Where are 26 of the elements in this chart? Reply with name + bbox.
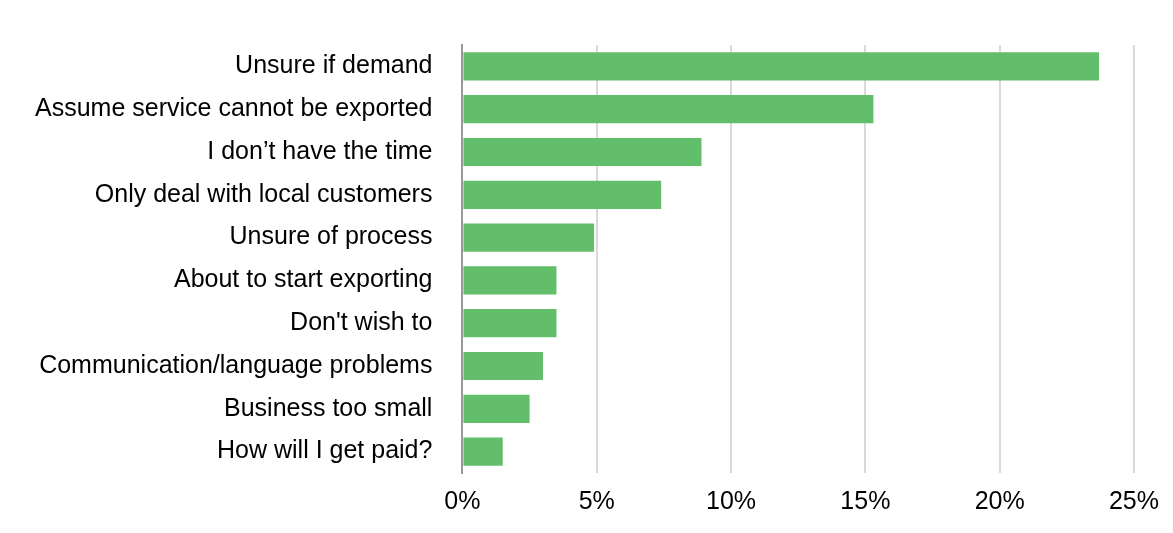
bar [463, 309, 557, 338]
x-tick-label: 0% [444, 485, 481, 514]
y-tick-label: Business too small [224, 392, 433, 421]
y-tick-label: Don't wish to [290, 307, 433, 336]
bar [463, 351, 544, 381]
x-tick-label: 15% [840, 485, 891, 514]
y-tick-label: Unsure of process [229, 221, 433, 250]
bar [463, 266, 557, 295]
y-tick-label: Assume service cannot be exported [35, 93, 433, 122]
bar [463, 437, 503, 466]
bar [463, 137, 702, 167]
y-tick-label: I don’t have the time [207, 135, 433, 164]
bar [463, 394, 530, 423]
x-tick-label: 5% [578, 485, 615, 514]
y-tick-label: Only deal with local customers [94, 178, 433, 207]
y-tick-label: Unsure if demand [235, 50, 433, 79]
x-tick-label: 25% [1108, 485, 1160, 514]
y-tick-label: About to start exporting [173, 264, 433, 293]
x-tick-label: 10% [706, 485, 757, 514]
bar [463, 223, 595, 252]
bar [463, 180, 662, 209]
bar [463, 52, 1100, 81]
y-tick-label: Communication/language problems [39, 349, 433, 378]
bar [463, 95, 874, 124]
x-tick-label: 20% [974, 485, 1025, 514]
y-tick-label: How will I get paid? [217, 435, 433, 464]
